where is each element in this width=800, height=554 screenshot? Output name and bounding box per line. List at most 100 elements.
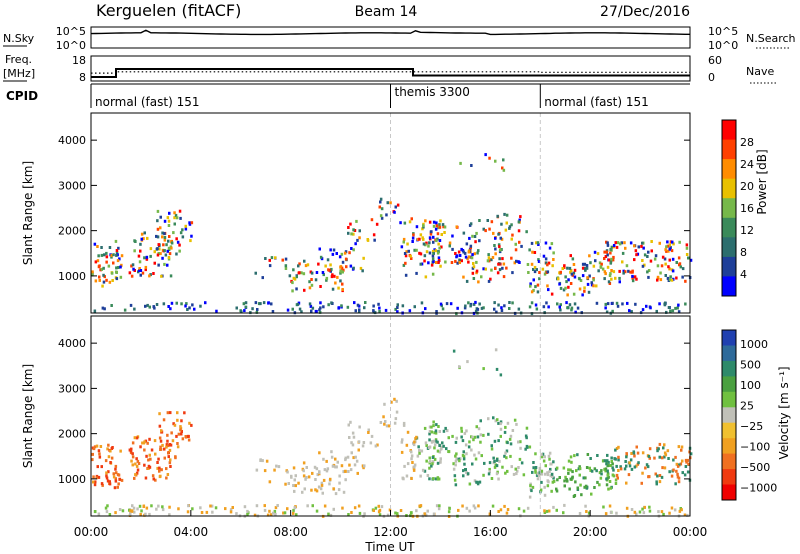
data-cell [633,510,637,514]
data-cell [543,272,547,276]
data-cell [605,310,609,314]
data-cell [159,447,163,451]
data-cell [505,511,509,515]
data-cell [625,455,628,459]
data-cell [350,451,353,455]
data-cell [273,509,277,513]
data-cell [476,307,480,311]
data-cell [484,153,487,157]
data-cell [486,219,489,222]
data-cell [592,278,595,282]
data-cell [104,459,108,463]
data-cell [305,476,308,479]
data-cell [352,435,356,439]
data-cell [191,303,194,307]
data-cell [395,399,398,403]
data-cell [649,306,652,310]
data-cell [129,512,132,516]
data-cell [380,216,384,220]
data-cell [435,504,439,508]
data-cell [214,506,218,510]
data-cell [170,301,174,305]
nsky-frame [90,26,691,49]
data-cell [482,473,485,477]
data-cell [200,511,204,514]
data-cell [255,310,259,314]
data-cell [163,219,167,223]
data-cell [465,506,469,510]
data-cell [112,475,116,479]
data-cell [342,490,346,494]
data-cell [569,468,572,472]
data-cell [361,269,364,273]
data-cell [92,475,95,479]
data-cell [443,231,446,234]
data-cell [500,248,503,251]
data-cell [585,486,589,490]
data-cell [536,477,540,481]
data-cell [462,450,465,454]
data-cell [689,258,693,262]
data-cell [112,261,115,265]
data-cell [432,439,436,443]
data-cell [602,505,605,509]
data-cell [605,250,608,254]
y-tick-label: 3000 [58,179,86,192]
data-cell [296,302,300,306]
data-cell [611,301,614,305]
data-cell [136,459,140,463]
data-cell [146,303,149,307]
data-cell [402,421,406,425]
data-cell [405,443,409,447]
data-cell [411,236,415,240]
data-cell [628,309,631,313]
data-cell [151,474,155,478]
data-cell [325,276,329,280]
colorbar-swatch [722,391,736,408]
data-cell [501,266,504,270]
data-cell [455,452,458,456]
data-cell [473,453,476,457]
data-cell [595,284,598,288]
data-cell [105,510,109,514]
data-cell [436,476,440,480]
data-cell [614,448,617,452]
data-cell [510,256,513,260]
data-cell [199,506,202,510]
data-cell [306,504,309,508]
data-cell [455,254,459,258]
data-cell [325,459,328,463]
data-cell [430,430,433,434]
data-cell [550,242,554,246]
data-cell [493,301,496,305]
data-cell [178,249,181,253]
data-cell [93,242,97,246]
data-cell [440,245,443,249]
data-cell [177,432,181,436]
data-cell [421,236,424,240]
data-cell [514,248,518,252]
data-cell [370,218,374,222]
data-cell [116,253,119,257]
data-cell [462,231,466,235]
data-cell [525,426,529,430]
data-cell [433,431,436,435]
data-cell [428,456,431,460]
data-cell [268,509,271,513]
data-cell [478,239,481,243]
data-cell [628,461,631,465]
data-cell [602,459,605,463]
data-cell [664,274,667,277]
data-cell [404,261,407,265]
data-cell [325,469,329,473]
data-cell [470,164,473,167]
data-cell [282,511,285,515]
data-cell [271,511,275,515]
data-cell [601,267,605,271]
data-cell [530,312,534,316]
data-cell [169,443,173,447]
data-cell [144,265,148,269]
data-cell [362,441,366,444]
data-cell [491,256,495,259]
